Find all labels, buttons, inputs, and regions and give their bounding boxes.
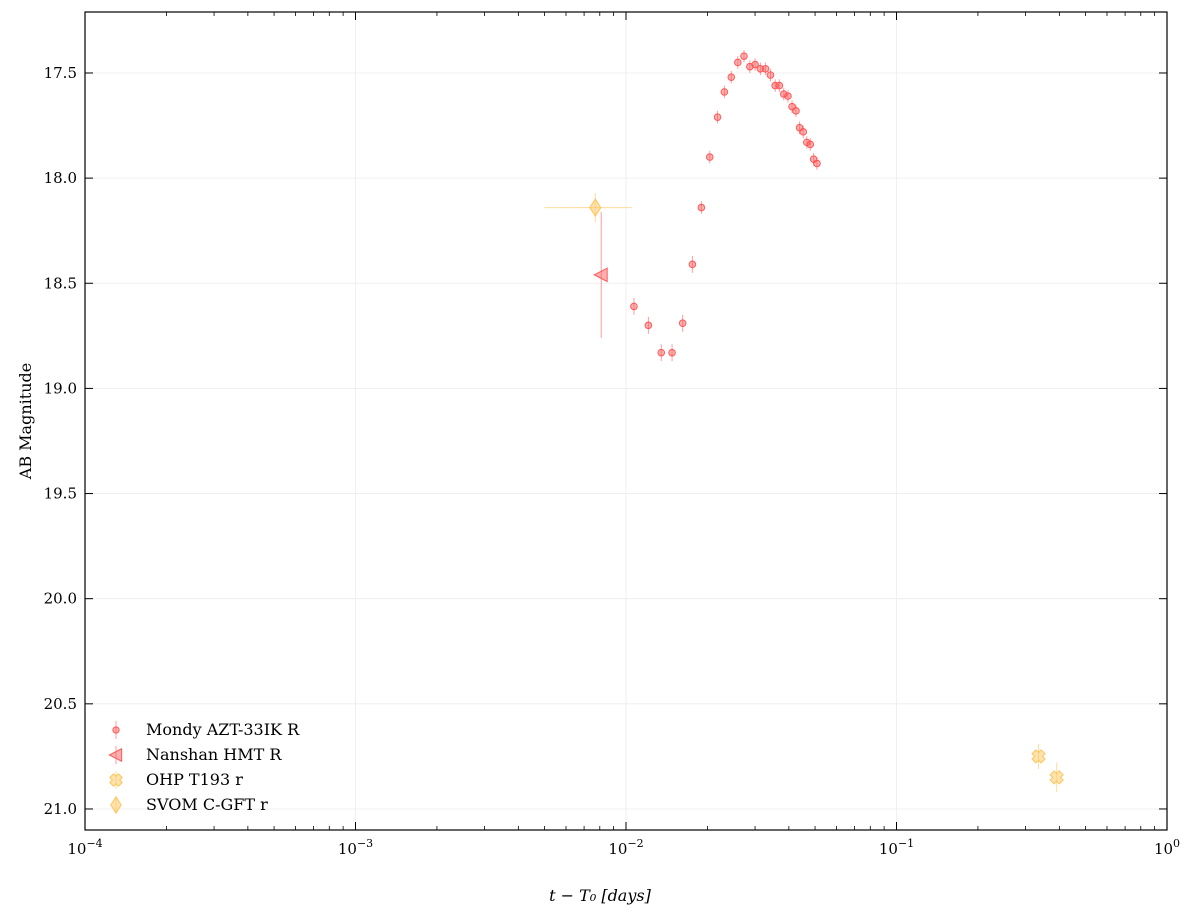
legend-marker (108, 747, 123, 763)
y-tick-label: 18.5 (44, 274, 77, 292)
y-tick-label: 21.0 (44, 800, 77, 818)
data-point-circle (657, 348, 666, 357)
legend-label: SVOM C-GFT r (146, 795, 268, 814)
data-point-circle (766, 71, 775, 79)
data-point-circle (756, 64, 765, 73)
data-point-circle (644, 321, 653, 330)
legend-marker (109, 773, 123, 787)
y-axis-label: AB Magnitude (16, 363, 35, 480)
data-point-circle (806, 140, 815, 149)
data-point-circle (733, 58, 742, 67)
data-point-circle (705, 153, 714, 161)
x-tick-label: 10−2 (608, 837, 643, 858)
tick-labels: 10−4 10−3 10−2 10−1 100 17.5 18.0 18.5 19.0 19.5 2… (44, 64, 1180, 858)
data-point-cross (1031, 749, 1046, 764)
y-tick-label: 17.5 (44, 64, 77, 82)
plot-frame (84, 11, 1168, 831)
axis-ticks (84, 12, 1168, 830)
legend: Mondy AZT-33IK R Nanshan HMT R OHP T193 r S… (108, 720, 300, 814)
data-point-circle (799, 128, 808, 136)
data-point-circle (678, 319, 687, 328)
data-point-diamond (589, 198, 602, 217)
data-point-circle (668, 348, 676, 357)
x-tick-label: 10−4 (67, 837, 102, 858)
y-tick-label: 18.0 (44, 169, 77, 187)
legend-marker (112, 726, 120, 734)
data-point-circle (751, 60, 759, 69)
legend-label: Nanshan HMT R (146, 745, 282, 764)
data-point-circle (761, 64, 770, 73)
data-point-circle (740, 52, 748, 60)
data-point-circle (792, 107, 800, 115)
y-tick-label: 19.0 (44, 379, 77, 397)
y-tick-label: 20.0 (44, 590, 77, 608)
legend-label: OHP T193 r (146, 770, 243, 789)
x-axis-label: t − T₀ [days] (549, 886, 651, 905)
legend-label: Mondy AZT-33IK R (146, 720, 300, 739)
data-point-circle (727, 73, 736, 81)
legend-marker (110, 796, 122, 814)
y-tick-label: 19.5 (44, 485, 77, 503)
y-tick-label: 20.5 (44, 695, 77, 713)
x-tick-label: 100 (1154, 837, 1180, 858)
data-point-circle (720, 88, 729, 96)
data-point-circle (713, 113, 722, 121)
data-point-circle (688, 260, 697, 269)
data-point-circle (630, 302, 638, 311)
grid (85, 12, 1167, 830)
data-point-cross (1049, 770, 1064, 785)
data-point-circle (775, 81, 784, 90)
x-tick-label: 10−3 (338, 837, 373, 858)
data-point-circle (779, 90, 788, 98)
data-point-circle (784, 92, 792, 100)
x-tick-label: 10−1 (879, 837, 914, 858)
data-point-circle (813, 159, 821, 168)
data-markers (589, 52, 1064, 785)
data-point-circle (697, 203, 706, 212)
data-point-triangle (593, 267, 608, 283)
